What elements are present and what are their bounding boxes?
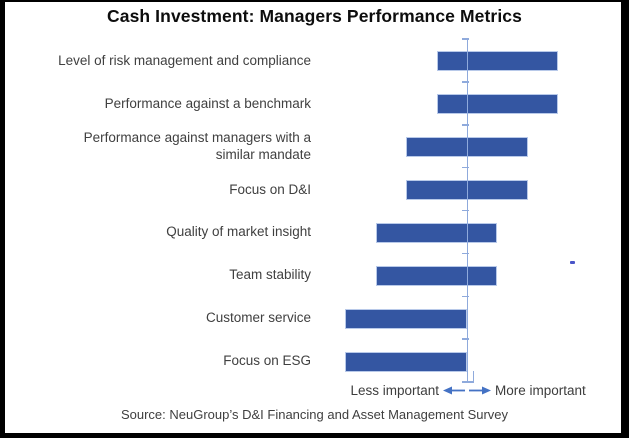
- axis-tick: [461, 38, 469, 40]
- axis-tick: [461, 81, 469, 83]
- category-label: Team stability: [229, 267, 311, 283]
- right-arrow-icon: [469, 386, 491, 395]
- axis-tick: [461, 209, 469, 212]
- axis-bottom-hook-riser: [472, 371, 474, 382]
- category-label: Performance against managers with a simi…: [83, 130, 311, 163]
- bar: [345, 308, 467, 329]
- category-label: Focus on D&I: [229, 181, 311, 197]
- chart-title: Cash Investment: Managers Performance Me…: [107, 6, 522, 26]
- bar: [345, 351, 467, 372]
- category-label: Level of risk management and compliance: [58, 52, 311, 68]
- category-label: Customer service: [205, 310, 311, 326]
- axis-tick: [461, 124, 469, 126]
- category-label: Focus on ESG: [223, 353, 311, 369]
- axis-tick: [461, 252, 469, 255]
- legend-less-important-label: Less important: [350, 383, 439, 398]
- stray-dot-artifact: [570, 261, 575, 264]
- category-label: Performance against a benchmark: [104, 95, 311, 111]
- left-arrow-icon: [443, 386, 465, 395]
- axis-tick: [461, 166, 469, 169]
- category-label: Quality of market insight: [166, 224, 311, 240]
- bar: [375, 222, 498, 243]
- source-attribution: Source: NeuGroup’s D&I Financing and Ass…: [120, 407, 509, 422]
- axis-tick: [461, 338, 469, 340]
- bar: [436, 94, 559, 115]
- axis-tick: [461, 381, 469, 383]
- bar: [436, 51, 559, 72]
- axis-bottom-hook: [467, 381, 474, 383]
- axis-tick: [461, 295, 469, 297]
- bar: [375, 265, 498, 286]
- legend-more-important-label: More important: [495, 383, 586, 398]
